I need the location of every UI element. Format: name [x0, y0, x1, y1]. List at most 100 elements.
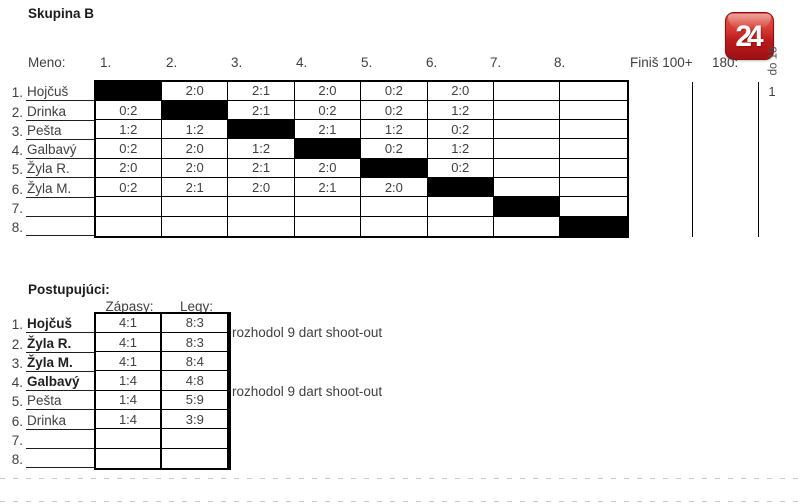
matrix-result-cell — [162, 216, 229, 236]
matrix-col-header: 4. — [296, 55, 308, 70]
matrix-result-cell: 0:2 — [427, 158, 494, 179]
player-rank: 8. — [11, 452, 23, 468]
player-name-row: 1. Hojčuš — [8, 82, 96, 102]
matrix-result-cell: 2:1 — [228, 100, 295, 121]
matrix-result-cell: 0:2 — [95, 139, 162, 159]
matrix-col-header: 7. — [490, 55, 502, 70]
player-name-row: 8. — [8, 217, 96, 237]
matrix-result-cell — [228, 197, 295, 217]
standings-legy-cell — [162, 448, 230, 468]
player-name: Žyla R. — [26, 161, 96, 179]
matrix-result-cell — [96, 216, 162, 236]
matrix-result-cell: 2:0 — [427, 81, 494, 101]
matrix-result-cell — [295, 216, 362, 236]
matrix-self-cell — [95, 81, 162, 101]
player-name-row: 5. Pešta — [8, 391, 96, 411]
page-break-line — [0, 478, 800, 479]
standings-legy-cell: 8:4 — [162, 352, 230, 372]
matrix-result-cell: 2:0 — [361, 178, 428, 198]
matrix-col-header: 5. — [361, 55, 373, 70]
player-name-row: 8. — [8, 449, 96, 469]
player-name-row: 2. Drinka — [8, 101, 96, 121]
standings-title: Postupujúci: — [28, 282, 110, 297]
shootout-note-2: rozhodol 9 dart shoot-out — [232, 384, 383, 399]
standings-zapasy-cell — [96, 448, 163, 468]
one-eighty-header: 180: — [712, 55, 739, 70]
matrix-self-cell — [361, 158, 428, 179]
matrix-col-header: 1. — [100, 55, 112, 70]
player-name-row: 3. Pešta — [8, 121, 96, 140]
player-name: Galbavý — [26, 142, 96, 160]
logo-24-text: 24 — [735, 20, 763, 53]
matrix-self-cell — [493, 197, 561, 217]
matrix-result-cell — [95, 197, 162, 217]
player-rank: 3. — [11, 123, 23, 139]
player-name — [26, 215, 96, 218]
player-rank: 1. — [11, 85, 23, 101]
player-name-row: 2. Žyla R. — [8, 333, 96, 353]
matrix-result-cell — [493, 178, 561, 198]
standings-table: 4:1 8:3 4:1 8:3 4:1 8:4 1:4 4:8 1:4 5:9 1:4 3:9 — [93, 311, 232, 470]
player-name-row: 4. Galbavý — [8, 372, 96, 392]
matrix-col-header: 2. — [166, 55, 178, 70]
player-name — [26, 466, 96, 469]
matrix-result-cell — [560, 178, 627, 198]
matrix-self-cell — [228, 120, 295, 140]
matrix-result-cell: 2:0 — [161, 139, 229, 159]
logo-24-badge: 24 — [725, 12, 774, 60]
matrix-result-cell: 1:2 — [161, 120, 229, 140]
shootout-note-1: rozhodol 9 dart shoot-out — [232, 325, 383, 340]
player-name-row: 4. Galbavý — [8, 140, 96, 160]
matrix-self-cell — [161, 100, 229, 121]
player-name: Žyla R. — [26, 336, 96, 353]
do-18-header: do 18 — [764, 42, 782, 80]
standings-legy-cell: 3:9 — [162, 410, 230, 430]
player-name: Pešta — [26, 123, 96, 140]
matrix-result-cell — [361, 197, 428, 217]
matrix-self-cell — [427, 178, 494, 198]
player-name: Hojčuš — [26, 84, 96, 102]
matrix-result-cell — [494, 216, 561, 236]
standings-zapasy-cell: 4:1 — [95, 332, 163, 353]
player-rank: 7. — [11, 433, 23, 449]
matrix-result-cell: 2:1 — [228, 81, 295, 101]
matrix-result-cell — [493, 81, 561, 101]
player-rank: 2. — [11, 336, 23, 352]
standings-zapasy-cell: 1:4 — [95, 371, 163, 391]
matrix-result-cell: 1:2 — [228, 139, 295, 159]
matrix-result-cell — [493, 120, 561, 140]
finish-column-divider — [692, 82, 694, 237]
matrix-col-header: 3. — [231, 55, 243, 70]
matrix-result-cell: 2:0 — [228, 178, 295, 198]
player-name-row: 6. Drinka — [8, 411, 96, 430]
standings-legy-cell: 8:3 — [162, 313, 230, 333]
player-name — [26, 234, 96, 237]
matrix-col-header: 6. — [426, 55, 438, 70]
player-rank: 6. — [11, 413, 23, 429]
standings-legy-cell: 4:8 — [162, 371, 230, 391]
matrix-col-header: 8. — [554, 55, 566, 70]
matrix-self-cell — [560, 216, 627, 236]
matrix-result-cell — [493, 139, 561, 159]
matrix-result-cell: 2:1 — [228, 158, 295, 179]
matrix-result-cell — [428, 216, 494, 236]
standings-legy-cell: 5:9 — [162, 390, 230, 411]
player-name: Žyla M. — [26, 355, 96, 372]
matrix-result-cell: 0:2 — [361, 100, 428, 121]
matrix-column-headers: 1. 2. 3. 4. 5. 6. 7. 8. — [0, 55, 800, 71]
player-rank: 5. — [11, 162, 23, 178]
standings-legy-cell — [162, 429, 230, 449]
matrix-result-cell — [228, 216, 295, 236]
player-name: Pešta — [26, 393, 96, 411]
player-name-row: 1. Hojčuš — [8, 314, 96, 334]
matrix-result-cell: 0:2 — [361, 139, 428, 159]
finish-100-header: Finiš 100+ — [630, 55, 693, 70]
player-rank: 4. — [11, 375, 23, 391]
player-rank: 4. — [11, 143, 23, 159]
matches-column-header: Zápasy: — [105, 299, 154, 314]
player-name-row: 7. — [8, 430, 96, 450]
matrix-result-cell — [560, 139, 627, 159]
page-title: Skupina B — [28, 6, 95, 21]
do-18-value: 1 — [768, 84, 776, 99]
player-name — [26, 447, 96, 450]
